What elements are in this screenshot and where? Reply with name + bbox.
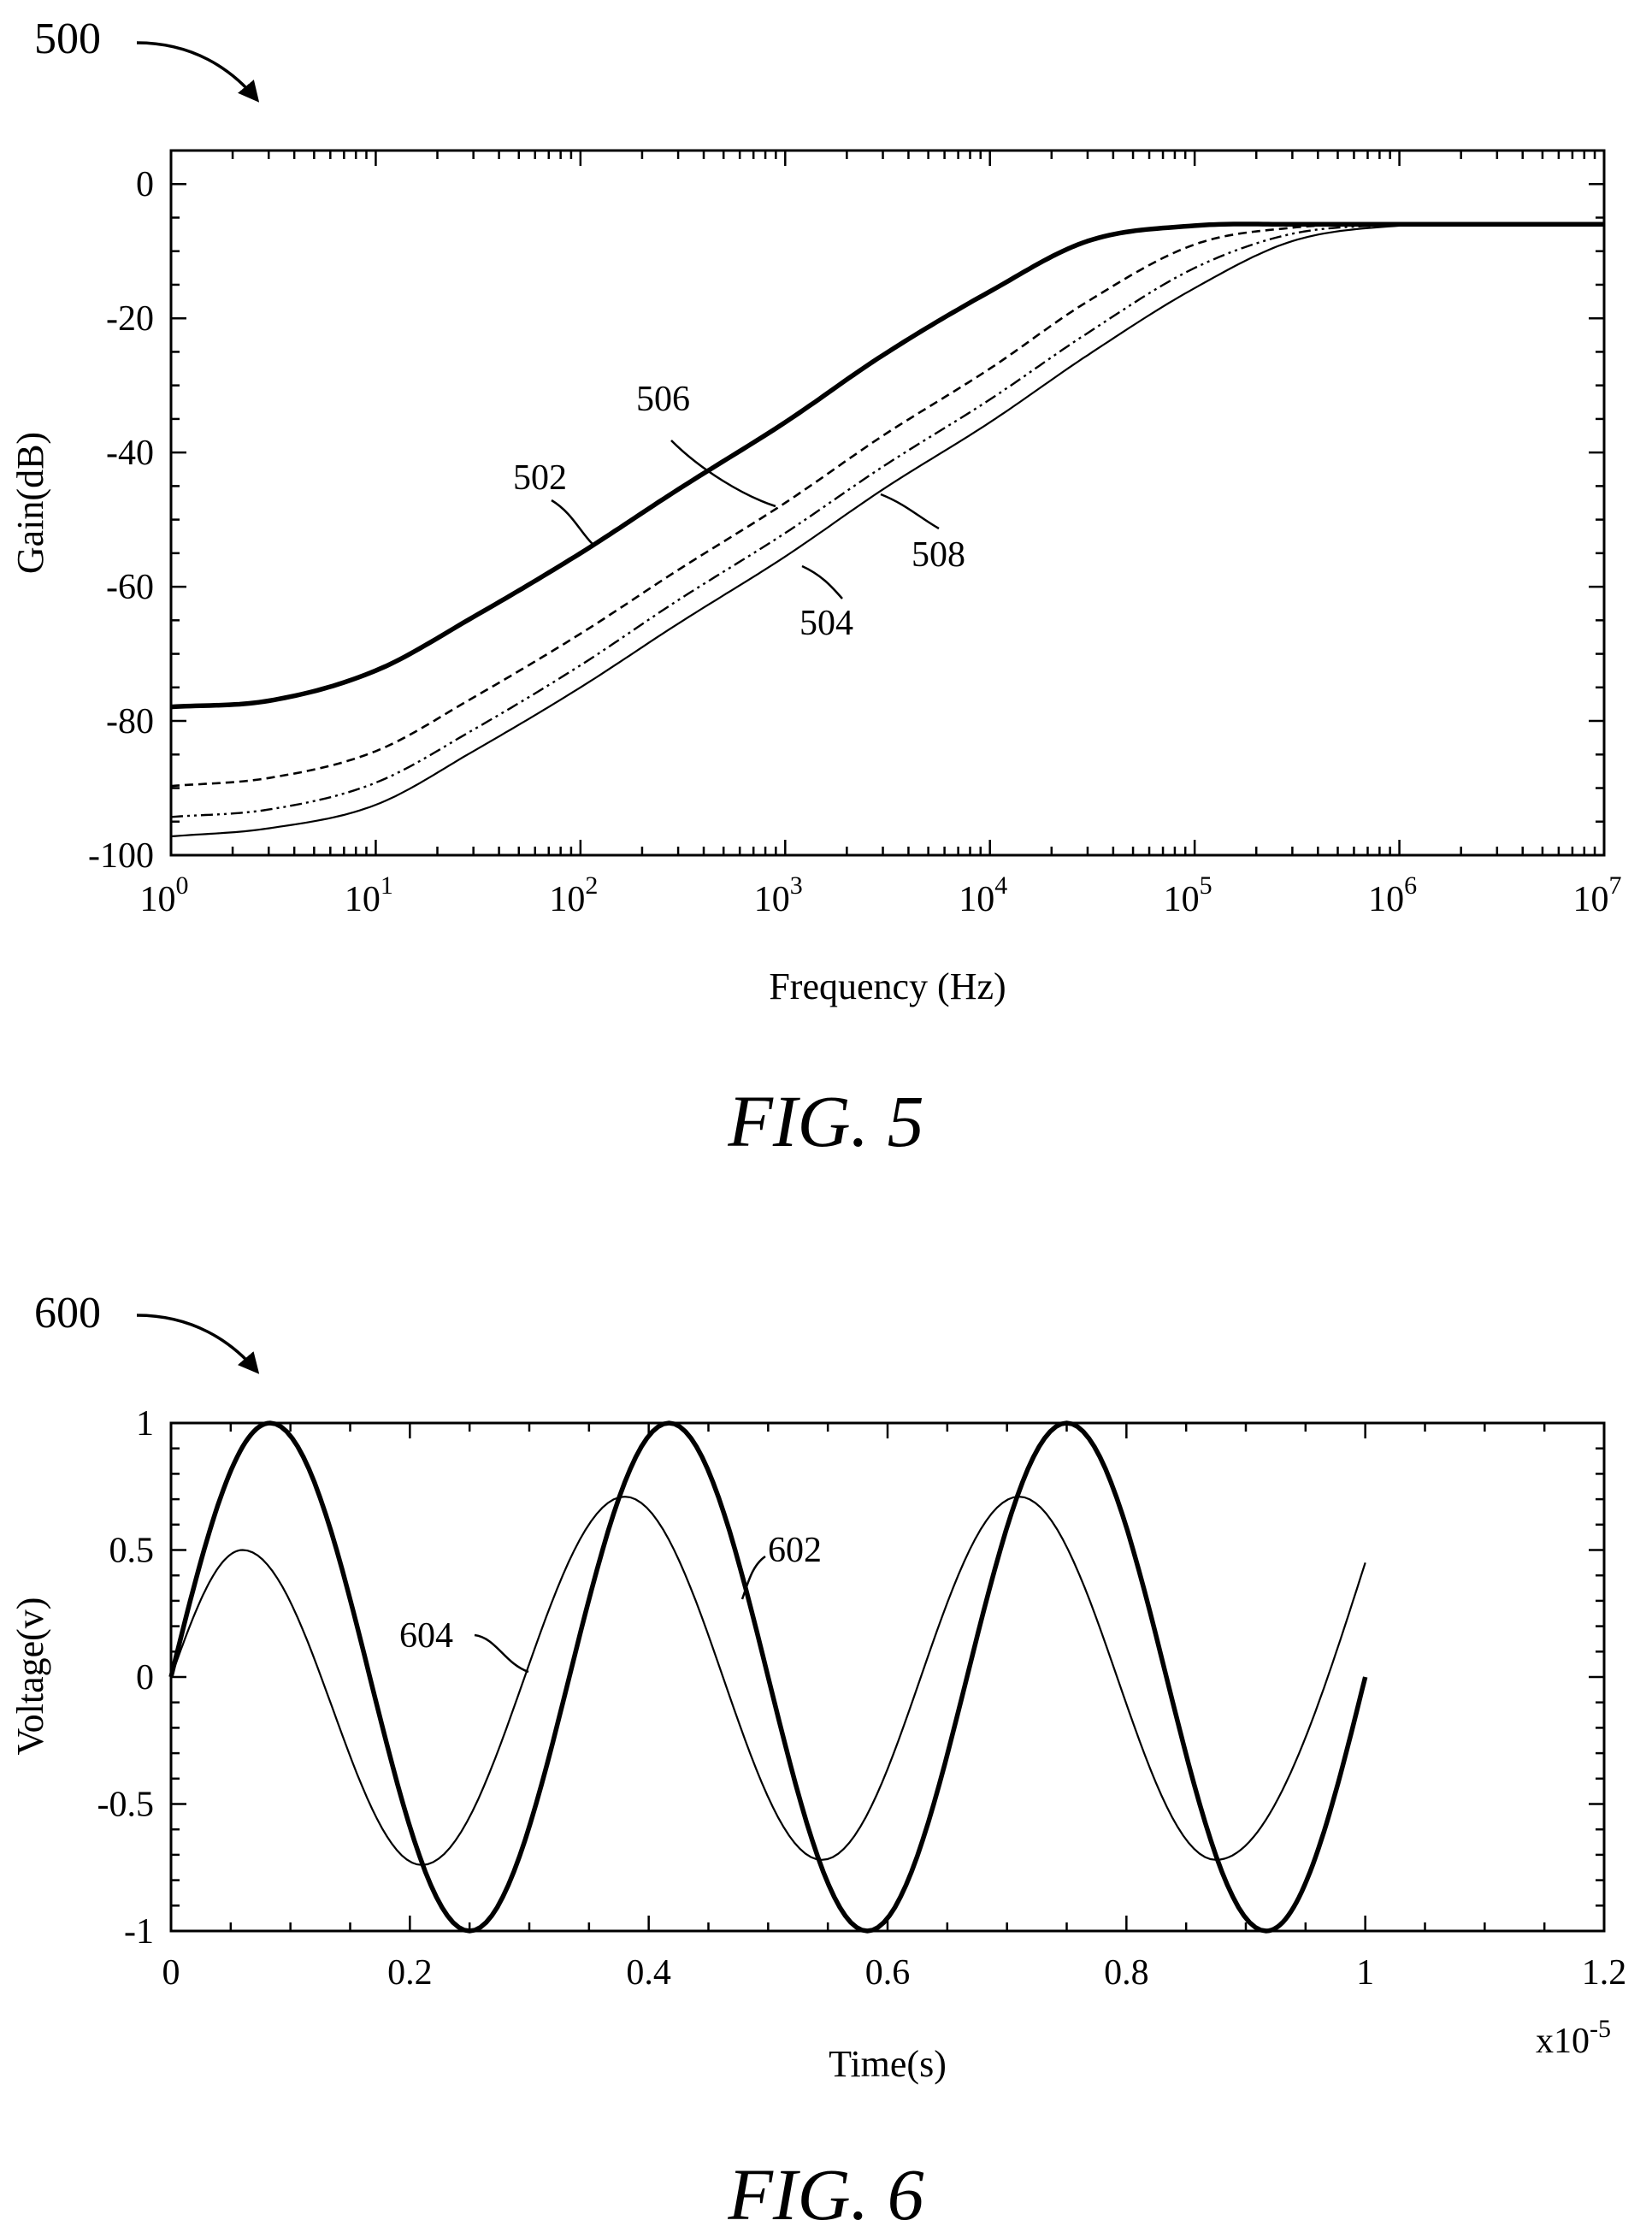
- voltage-axis-ticks: 1 0.5 0 -0.5 -1: [97, 1404, 1604, 1952]
- y-tick-label: -80: [106, 702, 154, 741]
- leader-506: [670, 440, 776, 508]
- x-tick-label: 0.4: [626, 1953, 671, 1993]
- x-tick-base: 10: [754, 880, 790, 919]
- x-tick-base: 10: [345, 880, 381, 919]
- x-tick-label: 0.8: [1104, 1953, 1149, 1993]
- figure-5: 500 100 101 102 103 104 105 106 107 0-20-40-60-…: [9, 15, 1622, 1162]
- label-502: 502: [513, 458, 567, 498]
- x-tick-exponent: 0: [176, 871, 189, 900]
- gain-axis-title: Gain(dB): [9, 432, 51, 574]
- series-line-602: [168, 1420, 1368, 1934]
- x-tick-label: 107: [1573, 871, 1622, 919]
- x-tick-base: 10: [1164, 880, 1200, 919]
- frequency-axis-title: Frequency (Hz): [769, 965, 1006, 1007]
- y-tick-label: 0: [136, 1658, 154, 1698]
- time-axis-title: Time(s): [829, 2043, 947, 2085]
- leader-604: [474, 1633, 529, 1674]
- figure-6-reference-number: 600: [34, 1289, 101, 1337]
- x-tick-exponent: 6: [1404, 871, 1417, 900]
- x-tick-exponent: 4: [994, 871, 1007, 900]
- x-tick-label: 0.6: [865, 1953, 911, 1993]
- x-tick-exponent: 5: [1200, 871, 1212, 900]
- x-tick-exponent: 3: [790, 871, 803, 900]
- y-tick-label: -0.5: [97, 1786, 155, 1825]
- y-tick-label: -20: [106, 299, 154, 339]
- x-tick-label: 101: [345, 871, 393, 919]
- x-tick-label: 1: [1356, 1953, 1374, 1993]
- x-tick-label: 100: [140, 871, 189, 919]
- x-tick-label: 1.2: [1582, 1953, 1627, 1993]
- x-tick-label: 0: [162, 1953, 180, 1993]
- y-tick-label: 0.5: [109, 1532, 155, 1571]
- time-axis-multiplier: x10-5: [1536, 2015, 1611, 2061]
- figure-6: 600 0 0.2 0.4 0.6 0.8 1 1.2 1 0.5 0 -0.5 -1 Time(s…: [9, 1289, 1626, 2235]
- y-tick-label: -40: [106, 434, 154, 473]
- x-tick-label: 104: [959, 871, 1007, 919]
- x-tick-exponent: 1: [381, 871, 393, 900]
- x-tick-label: 106: [1368, 871, 1417, 919]
- gain-series-group: [170, 221, 1604, 838]
- figure-6-reference-arrow: [136, 1314, 260, 1374]
- y-tick-label: -1: [124, 1912, 154, 1952]
- label-602: 602: [768, 1531, 822, 1570]
- label-604: 604: [399, 1616, 453, 1656]
- label-504: 504: [799, 604, 853, 643]
- label-508: 508: [912, 535, 965, 575]
- x-tick-label: 102: [549, 871, 598, 919]
- series-line-508: [170, 222, 1604, 818]
- x-tick-exponent: 7: [1609, 871, 1622, 900]
- series-line-506: [170, 223, 1604, 788]
- x-tick-base: 10: [1573, 880, 1609, 919]
- leader-504: [801, 564, 843, 599]
- x-tick-base: 10: [549, 880, 585, 919]
- figure-5-reference-number: 500: [34, 15, 101, 63]
- gain-plot-frame: [169, 149, 1606, 857]
- voltage-series-group: [168, 1420, 1368, 1934]
- time-axis-ticks: 0 0.2 0.4 0.6 0.8 1 1.2: [162, 1423, 1627, 1993]
- x-tick-base: 10: [959, 880, 994, 919]
- series-line-504: [170, 222, 1604, 838]
- x-tick-label: 103: [754, 871, 803, 919]
- multiplier-exponent: -5: [1590, 2015, 1611, 2043]
- leader-602: [740, 1555, 766, 1600]
- gain-axis-ticks: 0 -20 -40 -60 -80 -100: [88, 165, 1604, 876]
- series-line-604: [169, 1495, 1366, 1866]
- figure-5-caption: FIG. 5: [727, 1080, 923, 1162]
- figure-5-reference-arrow: [136, 41, 260, 103]
- voltage-axis-title: Voltage(v): [9, 1597, 51, 1756]
- series-line-502: [170, 221, 1604, 710]
- x-tick-label: 0.2: [387, 1953, 433, 1993]
- x-tick-base: 10: [140, 880, 176, 919]
- leader-508: [880, 493, 940, 530]
- leader-502: [551, 499, 595, 546]
- x-tick-base: 10: [1368, 880, 1404, 919]
- y-tick-label: 1: [136, 1404, 154, 1444]
- x-tick-exponent: 2: [585, 871, 598, 900]
- x-tick-label: 105: [1164, 871, 1212, 919]
- voltage-plot-frame: [169, 1421, 1606, 1933]
- figure-6-caption: FIG. 6: [727, 2153, 923, 2235]
- frequency-axis-ticks: 100 101 102 103 104 105 106 107: [140, 151, 1622, 919]
- y-tick-label: -60: [106, 568, 154, 607]
- label-506: 506: [636, 380, 690, 419]
- multiplier-base: x10: [1536, 2022, 1590, 2061]
- y-tick-label: 0: [136, 165, 154, 204]
- y-tick-label: -100: [88, 836, 154, 876]
